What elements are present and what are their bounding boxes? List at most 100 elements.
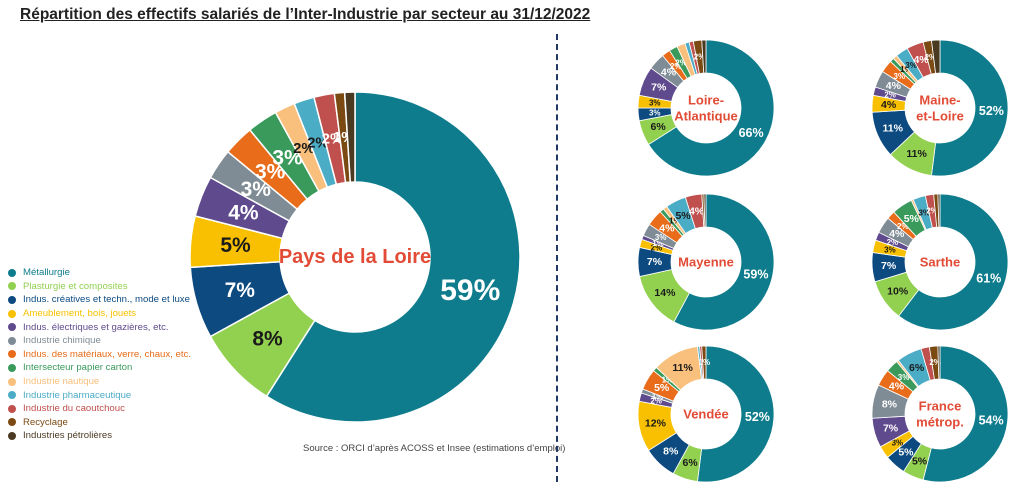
slice-label: 7% [647, 256, 663, 268]
slice-label: 61% [976, 272, 1001, 286]
slice-label: 1% [652, 392, 664, 401]
slice-label: 7% [225, 279, 256, 302]
slice-label: 4% [881, 99, 897, 111]
slice-11 [701, 345, 707, 380]
legend-item: Industrie chimique [8, 334, 191, 348]
slice-label: 2% [670, 62, 682, 71]
slice-12 [937, 345, 941, 380]
slice-label: 6% [651, 121, 667, 133]
slice-label: 1% [900, 65, 912, 74]
center-label: Vendée [683, 407, 729, 422]
slice-label: 3% [898, 373, 910, 382]
slice-label: 4% [913, 54, 929, 66]
legend-item: Industrie nautique [8, 375, 191, 389]
slice-label: 3% [892, 438, 904, 447]
slice-label: 4% [889, 380, 905, 392]
donut-4: 61%10%7%3%2%4%2%5%3%2%Sarthe [871, 193, 1009, 331]
slice-label: 2% [307, 134, 329, 151]
legend-label: Industrie nautique [23, 376, 100, 388]
legend-item: Ameublement, bois, jouets [8, 307, 191, 321]
legend-label: Industries pétrolières [23, 430, 113, 442]
donut-5: 52%6%8%12%2%1%5%1%11% 1%Vendée [637, 345, 775, 483]
center-label: métrop. [916, 414, 964, 429]
center-label: Pays de la Loire [279, 246, 431, 268]
slice-label: 4% [659, 222, 675, 234]
legend-item: Métallurgie [8, 266, 191, 280]
center-label: Loire- [688, 93, 724, 108]
slice-label: 8% [882, 398, 898, 410]
slice-label: 2% [322, 131, 344, 148]
slice-label: 4% [886, 80, 902, 92]
legend-item: Recyclage [8, 416, 191, 430]
slice-label: 8% [663, 446, 679, 458]
slice-0 [931, 39, 1009, 177]
legend-swatch [8, 404, 16, 413]
slice-label: 11% [883, 122, 904, 134]
slice-label: 3% [649, 108, 661, 117]
slice-12 [343, 91, 356, 183]
slice-label: 3% [255, 161, 286, 184]
slice-label: 66% [739, 126, 764, 140]
slice-label: 5% [220, 234, 251, 257]
legend-swatch [8, 363, 16, 372]
slice-label: 10% [887, 285, 909, 297]
center-label: Sarthe [920, 255, 960, 270]
legend-label: Indus. électriques et gazières, etc. [23, 321, 169, 333]
chart-title: Répartition des effectifs salariés de l’… [20, 6, 591, 23]
legend-label: Métallurgie [23, 267, 70, 279]
slice-label: 2% [651, 243, 663, 252]
slice-label: 5% [654, 382, 670, 394]
donut-1: 66%6%3%3%7%4%2%2%2%Loire-Atlantique [637, 39, 775, 177]
slice-label: 59% [440, 274, 500, 307]
slice-12 [703, 193, 707, 228]
legend-item: Indus. des matériaux, verre, chaux, etc. [8, 348, 191, 362]
slice-label: 2% [897, 222, 909, 231]
slice-0 [648, 39, 775, 177]
slice-0 [922, 345, 1009, 483]
donut-main: 59%8%7%5%4%3%3%3%2%2%2%1%Pays de la Loir… [189, 91, 521, 423]
center-label: Mayenne [678, 255, 734, 270]
slice-label: 6% [682, 457, 698, 469]
legend-swatch [8, 391, 16, 400]
legend-label: Recyclage [23, 416, 68, 428]
center-label: France [919, 399, 962, 414]
slice-label: 2% [650, 397, 662, 406]
slice-label: 3% [905, 61, 917, 70]
slice-12 [931, 39, 941, 74]
slice-label: 2% [925, 53, 937, 62]
legend-swatch [8, 431, 16, 440]
legend-item: Industries pétrolières [8, 429, 191, 443]
legend-label: Industrie chimique [23, 335, 101, 347]
slice-label: 7% [883, 422, 899, 434]
slice-12 [701, 39, 707, 74]
legend-item: Plasturgie et composites [8, 280, 191, 294]
center-label: Maine- [919, 93, 960, 108]
legend-item: Industrie pharmaceutique [8, 388, 191, 402]
source-note: Source : ORCI d’après ACOSS et Insee (es… [303, 443, 566, 454]
center-label: Atlantique [674, 108, 738, 123]
slice-label: 3% [918, 208, 930, 217]
slice-label: 2% [884, 91, 896, 100]
slice-label: 3% [241, 178, 272, 201]
slice-label: 4% [661, 67, 677, 79]
legend-swatch [8, 268, 16, 277]
slice-label: 5% [904, 213, 920, 225]
slice-label: 54% [979, 413, 1004, 427]
legend-swatch [8, 309, 16, 318]
slice-label: 5% [912, 455, 928, 467]
legend-swatch [8, 323, 16, 332]
donut-3: 59%14%7%2%1%3%4%1%5%4%Mayenne [637, 193, 775, 331]
slice-label: 3% [655, 233, 667, 242]
slice-0 [673, 193, 775, 331]
slice-label: 2% [675, 58, 687, 67]
slice-label: 5% [675, 210, 691, 222]
slice-label: 2% [293, 140, 315, 157]
slice-label: 3% [272, 146, 303, 169]
slice-0 [697, 345, 775, 483]
slice-label: 7% [651, 82, 667, 94]
slice-label: 52% [745, 410, 770, 424]
legend-swatch [8, 295, 16, 304]
donut-2: 52%11%11%4%2%4%3%1%3%4%2%Maine-et-Loire [871, 39, 1009, 177]
legend-label: Industrie du caoutchouc [23, 403, 125, 415]
